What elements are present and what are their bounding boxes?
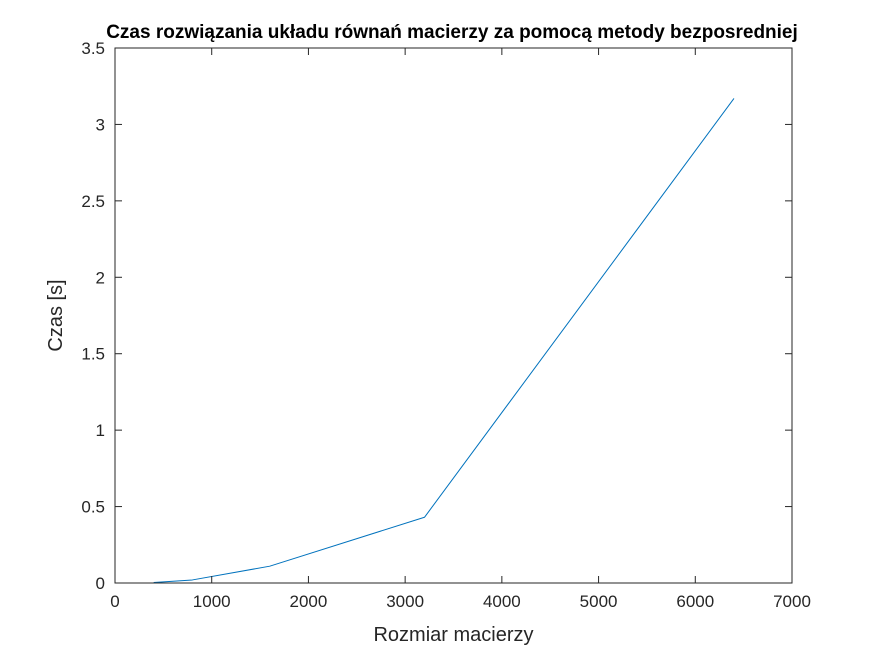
chart-title: Czas rozwiązania układu równań macierzy … — [106, 22, 798, 43]
y-tick-label: 2.5 — [81, 192, 105, 211]
series-line — [153, 98, 735, 584]
series-layer — [153, 98, 735, 584]
y-axis-label: Czas [s] — [45, 279, 67, 351]
x-tick-label: 0 — [110, 592, 119, 611]
x-tick-label: 2000 — [290, 592, 328, 611]
y-tick-label: 3.5 — [81, 39, 105, 58]
x-axis-label: Rozmiar macierzy — [373, 624, 533, 646]
x-tick-label: 6000 — [676, 592, 714, 611]
y-axis: 0 0.5 1 1.5 2 2.5 3 3.5 — [81, 39, 792, 593]
y-tick-label: 0.5 — [81, 498, 105, 517]
y-tick-label: 1.5 — [81, 345, 105, 364]
plot-area — [115, 48, 792, 583]
axes-box — [114, 47, 793, 584]
x-tick-label: 7000 — [773, 592, 811, 611]
x-axis: 0 1000 2000 3000 4000 5000 6000 7000 — [110, 48, 811, 611]
x-tick-label: 4000 — [483, 592, 521, 611]
x-tick-label: 5000 — [580, 592, 618, 611]
x-tick-label: 3000 — [386, 592, 424, 611]
y-tick-label: 3 — [96, 115, 105, 134]
y-tick-label: 0 — [96, 574, 105, 593]
x-tick-label: 1000 — [193, 592, 231, 611]
y-tick-label: 2 — [96, 268, 105, 287]
y-tick-label: 1 — [96, 421, 105, 440]
